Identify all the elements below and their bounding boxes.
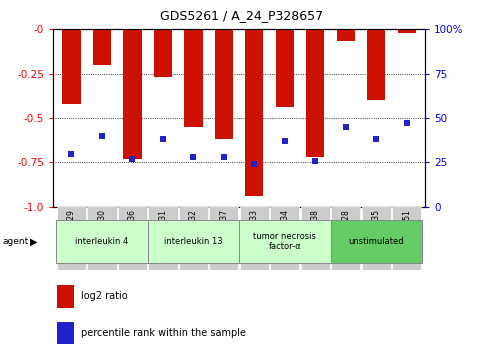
Point bbox=[220, 154, 227, 160]
Bar bbox=[337, 29, 355, 41]
Point bbox=[251, 161, 258, 167]
Bar bbox=[245, 29, 263, 196]
Point bbox=[342, 124, 350, 130]
Text: GSM1151933: GSM1151933 bbox=[250, 209, 259, 260]
Text: GSM1151930: GSM1151930 bbox=[98, 209, 106, 260]
Bar bbox=[154, 29, 172, 77]
Point bbox=[98, 133, 106, 139]
FancyBboxPatch shape bbox=[209, 207, 239, 270]
Text: GSM1151934: GSM1151934 bbox=[280, 209, 289, 260]
Text: GSM1151929: GSM1151929 bbox=[67, 209, 76, 260]
Text: ▶: ▶ bbox=[30, 236, 38, 246]
Point bbox=[312, 158, 319, 164]
Bar bbox=[184, 29, 202, 127]
Text: GDS5261 / A_24_P328657: GDS5261 / A_24_P328657 bbox=[160, 9, 323, 22]
Text: unstimulated: unstimulated bbox=[348, 237, 404, 246]
Bar bbox=[215, 29, 233, 139]
FancyBboxPatch shape bbox=[87, 207, 116, 270]
Bar bbox=[57, 322, 73, 344]
FancyBboxPatch shape bbox=[300, 207, 330, 270]
Text: GSM1151937: GSM1151937 bbox=[219, 209, 228, 260]
FancyBboxPatch shape bbox=[331, 207, 360, 270]
Text: GSM1151931: GSM1151931 bbox=[158, 209, 168, 260]
FancyBboxPatch shape bbox=[362, 207, 391, 270]
Point bbox=[189, 154, 197, 160]
Bar bbox=[306, 29, 325, 157]
FancyBboxPatch shape bbox=[239, 220, 330, 263]
FancyBboxPatch shape bbox=[392, 207, 421, 270]
FancyBboxPatch shape bbox=[148, 207, 178, 270]
Bar bbox=[123, 29, 142, 159]
Text: interleukin 13: interleukin 13 bbox=[164, 237, 223, 246]
Bar bbox=[62, 29, 81, 104]
Text: GSM1151951: GSM1151951 bbox=[402, 209, 411, 260]
Bar bbox=[276, 29, 294, 107]
Bar bbox=[57, 285, 73, 308]
FancyBboxPatch shape bbox=[179, 207, 208, 270]
Text: tumor necrosis
factor-α: tumor necrosis factor-α bbox=[254, 232, 316, 251]
Bar bbox=[93, 29, 111, 65]
Text: GSM1151935: GSM1151935 bbox=[372, 209, 381, 260]
Text: GSM1151936: GSM1151936 bbox=[128, 209, 137, 260]
Text: agent: agent bbox=[2, 237, 28, 246]
Text: GSM1151928: GSM1151928 bbox=[341, 209, 350, 260]
Bar bbox=[367, 29, 385, 100]
Point bbox=[372, 136, 380, 142]
FancyBboxPatch shape bbox=[57, 207, 86, 270]
FancyBboxPatch shape bbox=[270, 207, 299, 270]
FancyBboxPatch shape bbox=[56, 220, 148, 263]
Text: GSM1151938: GSM1151938 bbox=[311, 209, 320, 260]
Point bbox=[281, 138, 289, 144]
Text: GSM1151932: GSM1151932 bbox=[189, 209, 198, 260]
FancyBboxPatch shape bbox=[148, 220, 239, 263]
Point bbox=[403, 121, 411, 126]
Text: interleukin 4: interleukin 4 bbox=[75, 237, 128, 246]
FancyBboxPatch shape bbox=[118, 207, 147, 270]
Point bbox=[128, 156, 136, 162]
Text: percentile rank within the sample: percentile rank within the sample bbox=[81, 328, 246, 338]
Point bbox=[68, 151, 75, 156]
Point bbox=[159, 136, 167, 142]
FancyBboxPatch shape bbox=[240, 207, 269, 270]
Bar bbox=[398, 29, 416, 33]
FancyBboxPatch shape bbox=[330, 220, 422, 263]
Text: log2 ratio: log2 ratio bbox=[81, 291, 128, 301]
